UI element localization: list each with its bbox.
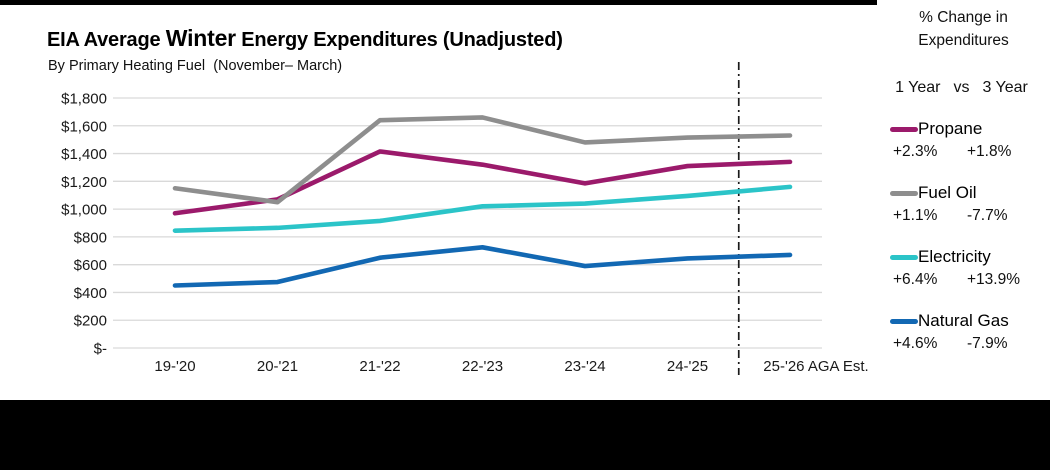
series-name: Fuel Oil: [918, 183, 977, 202]
legend-item-propane: Propane +2.3% +1.8%: [877, 117, 1050, 181]
legend-item-values: +6.4% +13.9%: [890, 271, 1050, 291]
y-axis-tick-label: $1,800: [61, 91, 107, 108]
fuel-oil-swatch-icon: [890, 190, 918, 196]
one-year-change: +4.6%: [893, 335, 938, 352]
x-axis-tick-label: 24-'25: [667, 358, 708, 375]
one-year-change: +6.4%: [893, 271, 938, 288]
legend-item-values: +2.3% +1.8%: [890, 143, 1050, 163]
y-axis-tick-label: $400: [74, 285, 107, 302]
legend-item-name-row: Electricity: [890, 245, 1050, 269]
legend-items: Propane +2.3% +1.8% Fuel Oil +1.1% -7.7% E…: [877, 117, 1050, 373]
legend-item-values: +4.6% -7.9%: [890, 335, 1050, 355]
y-axis-tick-label: $1,400: [61, 146, 107, 163]
chart-title: EIA Average Winter Energy Expenditures (…: [47, 25, 563, 52]
x-axis-tick-label: 19-'20: [154, 358, 195, 375]
x-axis-tick-label: 25-'26 AGA Est.: [763, 358, 868, 375]
series-line-propane: [172, 149, 793, 216]
x-axis-tick-label: 21-'22: [359, 358, 400, 375]
three-year-change: +13.9%: [967, 271, 1021, 288]
legend-item-name-row: Natural Gas: [890, 309, 1050, 333]
natural-gas-swatch-icon: [890, 318, 918, 324]
legend-col-1-year: 1 Year: [895, 79, 941, 96]
legend-item-values: +1.1% -7.7%: [890, 207, 1050, 227]
one-year-change: +1.1%: [893, 207, 938, 224]
series-line-electricity: [172, 184, 793, 233]
three-year-change: -7.9%: [967, 335, 1008, 352]
x-axis-tick-label: 20-'21: [257, 358, 298, 375]
legend-title-line2: Expenditures: [918, 32, 1009, 50]
chart-title-suffix: Energy Expenditures (Unadjusted): [235, 29, 563, 51]
legend-panel: % Change in Expenditures 1 Year vs 3 Year P…: [877, 0, 1050, 400]
line-chart: $1,800 $1,600 $1,400 $1,200 $1,000 $800 $600 $4…: [61, 62, 869, 375]
chart-title-prefix: EIA Average: [47, 29, 166, 51]
series-line-fuel-oil: [172, 115, 793, 205]
series-name: Propane: [918, 119, 983, 138]
legend-col-vs: vs: [953, 79, 970, 96]
series-line-natural-gas: [172, 245, 793, 288]
series-name: Natural Gas: [918, 311, 1009, 330]
x-axis-tick-label: 23-'24: [564, 358, 605, 375]
three-year-change: +1.8%: [967, 143, 1012, 160]
legend-item-name-row: Propane: [890, 117, 1050, 141]
y-axis-tick-label: $1,000: [61, 202, 107, 219]
legend-columns-header: 1 Year vs 3 Year: [877, 79, 1046, 97]
legend-title-line1: % Change in: [919, 9, 1008, 26]
legend-item-electricity: Electricity +6.4% +13.9%: [877, 245, 1050, 309]
chart-title-emphasis: Winter: [165, 25, 236, 51]
legend-item-natural-gas: Natural Gas +4.6% -7.9%: [877, 309, 1050, 373]
y-axis-tick-label: $600: [74, 257, 107, 274]
bottom-border-bar: [0, 400, 1050, 470]
y-axis-tick-label: $-: [94, 341, 107, 358]
series-name: Electricity: [918, 247, 991, 266]
y-axis-tick-label: $200: [74, 313, 107, 330]
legend-item-fuel-oil: Fuel Oil +1.1% -7.7%: [877, 181, 1050, 245]
legend-col-3-year: 3 Year: [982, 79, 1028, 96]
y-axis-tick-label: $1,600: [61, 118, 107, 135]
y-axis-tick-label: $1,200: [61, 174, 107, 191]
y-axis-tick-label: $800: [74, 229, 107, 246]
one-year-change: +2.3%: [893, 143, 938, 160]
legend-title: % Change in Expenditures: [877, 6, 1050, 53]
x-axis-tick-label: 22-'23: [462, 358, 503, 375]
three-year-change: -7.7%: [967, 207, 1008, 224]
top-border-bar: [0, 0, 877, 5]
electricity-swatch-icon: [890, 254, 918, 260]
chart-subtitle: By Primary Heating Fuel (November– March…: [48, 58, 343, 74]
propane-swatch-icon: [890, 126, 918, 132]
legend-item-name-row: Fuel Oil: [890, 181, 1050, 205]
